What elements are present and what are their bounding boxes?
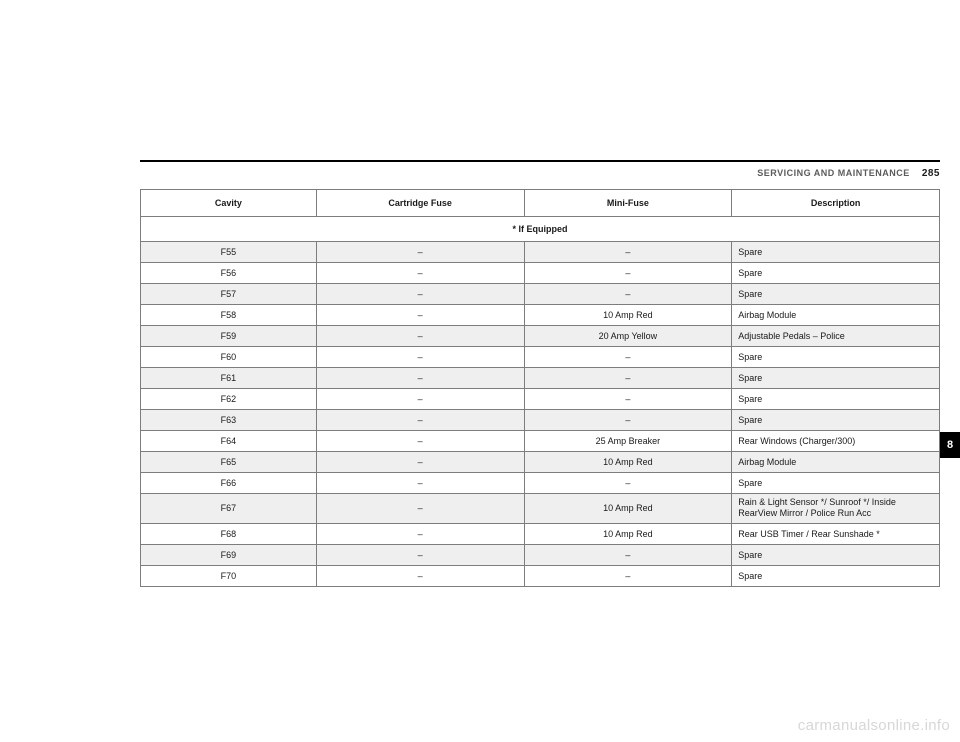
table-row: F70––Spare: [141, 565, 940, 586]
table-row: F64–25 Amp BreakerRear Windows (Charger/…: [141, 431, 940, 452]
cell-description: Spare: [732, 368, 940, 389]
table-row: F63––Spare: [141, 410, 940, 431]
cell-description: Spare: [732, 347, 940, 368]
table-row: F60––Spare: [141, 347, 940, 368]
cell-mini: 10 Amp Red: [524, 305, 732, 326]
cell-cartridge: –: [316, 410, 524, 431]
cell-mini: 10 Amp Red: [524, 452, 732, 473]
cell-cavity: F68: [141, 523, 317, 544]
cell-cartridge: –: [316, 263, 524, 284]
cell-mini: –: [524, 389, 732, 410]
cell-cartridge: –: [316, 284, 524, 305]
cell-description: Spare: [732, 389, 940, 410]
table-row: F61––Spare: [141, 368, 940, 389]
cell-mini: –: [524, 565, 732, 586]
col-header-description: Description: [732, 190, 940, 217]
cell-description: Airbag Module: [732, 452, 940, 473]
cell-cartridge: –: [316, 368, 524, 389]
cell-description: Rear USB Timer / Rear Sunshade *: [732, 523, 940, 544]
running-head: SERVICING AND MAINTENANCE 285: [140, 168, 940, 179]
table-header-row: Cavity Cartridge Fuse Mini-Fuse Descript…: [141, 190, 940, 217]
table-row: F56––Spare: [141, 263, 940, 284]
table-row: F69––Spare: [141, 544, 940, 565]
cell-description: Airbag Module: [732, 305, 940, 326]
col-header-cartridge: Cartridge Fuse: [316, 190, 524, 217]
col-header-cavity: Cavity: [141, 190, 317, 217]
cell-mini: –: [524, 473, 732, 494]
cell-cartridge: –: [316, 389, 524, 410]
cell-mini: 10 Amp Red: [524, 494, 732, 524]
cell-mini: 20 Amp Yellow: [524, 326, 732, 347]
cell-cartridge: –: [316, 544, 524, 565]
cell-cartridge: –: [316, 494, 524, 524]
cell-description: Spare: [732, 242, 940, 263]
cell-description: Spare: [732, 544, 940, 565]
table-row: F65–10 Amp RedAirbag Module: [141, 452, 940, 473]
side-tab: 8: [940, 432, 960, 458]
table-body: * If Equipped F55––SpareF56––SpareF57––S…: [141, 217, 940, 587]
table-row: F68–10 Amp RedRear USB Timer / Rear Suns…: [141, 523, 940, 544]
cell-cavity: F64: [141, 431, 317, 452]
cell-cartridge: –: [316, 523, 524, 544]
cell-cartridge: –: [316, 326, 524, 347]
table-row: F67–10 Amp RedRain & Light Sensor */ Sun…: [141, 494, 940, 524]
cell-cavity: F62: [141, 389, 317, 410]
cell-cavity: F57: [141, 284, 317, 305]
cell-mini: –: [524, 242, 732, 263]
cell-cavity: F60: [141, 347, 317, 368]
cell-description: Spare: [732, 473, 940, 494]
section-title: SERVICING AND MAINTENANCE: [757, 168, 910, 178]
cell-cavity: F56: [141, 263, 317, 284]
cell-cavity: F65: [141, 452, 317, 473]
cell-cartridge: –: [316, 347, 524, 368]
cell-mini: 10 Amp Red: [524, 523, 732, 544]
cell-description: Rear Windows (Charger/300): [732, 431, 940, 452]
cell-description: Spare: [732, 565, 940, 586]
cell-mini: –: [524, 263, 732, 284]
fuse-table: Cavity Cartridge Fuse Mini-Fuse Descript…: [140, 189, 940, 587]
cell-cavity: F58: [141, 305, 317, 326]
cell-mini: –: [524, 284, 732, 305]
cell-mini: –: [524, 368, 732, 389]
cell-description: Adjustable Pedals – Police: [732, 326, 940, 347]
cell-description: Rain & Light Sensor */ Sunroof */ Inside…: [732, 494, 940, 524]
cell-cartridge: –: [316, 242, 524, 263]
table-row: F59–20 Amp YellowAdjustable Pedals – Pol…: [141, 326, 940, 347]
cell-cavity: F66: [141, 473, 317, 494]
cell-mini: –: [524, 410, 732, 431]
table-subheader-row: * If Equipped: [141, 217, 940, 242]
header-rule: [140, 160, 940, 162]
cell-mini: –: [524, 544, 732, 565]
cell-cavity: F69: [141, 544, 317, 565]
table-row: F57––Spare: [141, 284, 940, 305]
cell-cartridge: –: [316, 452, 524, 473]
table-row: F55––Spare: [141, 242, 940, 263]
cell-cartridge: –: [316, 305, 524, 326]
cell-cavity: F63: [141, 410, 317, 431]
cell-mini: 25 Amp Breaker: [524, 431, 732, 452]
table-row: F58–10 Amp RedAirbag Module: [141, 305, 940, 326]
cell-cavity: F70: [141, 565, 317, 586]
cell-cavity: F59: [141, 326, 317, 347]
table-row: F62––Spare: [141, 389, 940, 410]
cell-description: Spare: [732, 410, 940, 431]
table-subheader: * If Equipped: [141, 217, 940, 242]
page-content: SERVICING AND MAINTENANCE 285 Cavity Car…: [140, 160, 940, 587]
watermark: carmanualsonline.info: [798, 717, 950, 734]
table-row: F66––Spare: [141, 473, 940, 494]
cell-description: Spare: [732, 263, 940, 284]
cell-cartridge: –: [316, 431, 524, 452]
cell-cartridge: –: [316, 473, 524, 494]
page-number: 285: [922, 168, 940, 179]
col-header-mini: Mini-Fuse: [524, 190, 732, 217]
cell-cavity: F67: [141, 494, 317, 524]
cell-cavity: F61: [141, 368, 317, 389]
cell-cartridge: –: [316, 565, 524, 586]
cell-mini: –: [524, 347, 732, 368]
cell-cavity: F55: [141, 242, 317, 263]
table-head: Cavity Cartridge Fuse Mini-Fuse Descript…: [141, 190, 940, 217]
cell-description: Spare: [732, 284, 940, 305]
